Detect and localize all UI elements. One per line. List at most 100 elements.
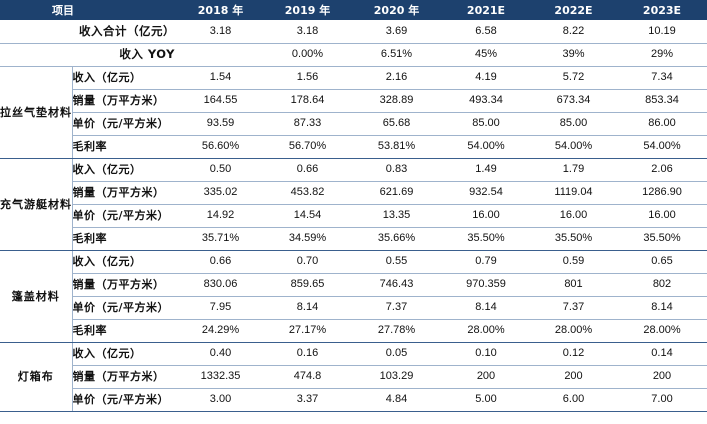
table-row: 灯箱布 收入（亿元） 0.40 0.16 0.05 0.10 0.12 0.14 xyxy=(0,342,707,412)
header-year: 2020 年 xyxy=(351,0,442,20)
cell-value: 16.00 xyxy=(442,204,530,228)
cell-value: 328.89 xyxy=(351,89,442,113)
cell-value: 474.8 xyxy=(264,365,351,389)
table-row: 销量（万平方米） 1332.35 474.8 103.29 200 200 200 xyxy=(0,365,707,389)
row-label: 收入（亿元） xyxy=(71,158,177,182)
summary-value: 8.22 xyxy=(530,20,617,44)
cell-value: 0.16 xyxy=(264,342,351,366)
cell-value: 7.34 xyxy=(617,66,707,90)
summary-value: 45% xyxy=(442,43,530,67)
summary-value: 39% xyxy=(530,43,617,67)
cell-value: 200 xyxy=(617,365,707,389)
cell-value: 14.92 xyxy=(177,204,264,228)
cell-value: 4.84 xyxy=(351,388,442,412)
summary-value: 6.58 xyxy=(442,20,530,44)
cell-value: 54.00% xyxy=(617,135,707,159)
row-label: 销量（万平方米） xyxy=(71,89,177,113)
cell-value: 53.81% xyxy=(351,135,442,159)
cell-value: 2.06 xyxy=(617,158,707,182)
row-label: 收入（亿元） xyxy=(71,250,177,274)
cell-value: 85.00 xyxy=(530,112,617,136)
cell-value: 87.33 xyxy=(264,112,351,136)
cell-value: 16.00 xyxy=(530,204,617,228)
cell-value: 0.05 xyxy=(351,342,442,366)
cell-value: 335.02 xyxy=(177,181,264,205)
cell-value: 1119.04 xyxy=(530,181,617,205)
cell-value: 27.17% xyxy=(264,319,351,343)
cell-value: 1.56 xyxy=(264,66,351,90)
summary-row: 收入 YOY 0.00% 6.51% 45% 39% 29% xyxy=(0,43,707,67)
cell-value: 801 xyxy=(530,273,617,297)
cell-value: 0.59 xyxy=(530,250,617,274)
cell-value: 28.00% xyxy=(617,319,707,343)
cell-value: 5.72 xyxy=(530,66,617,90)
cell-value: 6.00 xyxy=(530,388,617,412)
header-item: 项目 xyxy=(0,0,177,20)
cell-value: 24.29% xyxy=(177,319,264,343)
header-year: 2019 年 xyxy=(264,0,351,20)
cell-value: 0.79 xyxy=(442,250,530,274)
cell-value: 13.35 xyxy=(351,204,442,228)
table-row: 篷盖材料 收入（亿元） 0.66 0.70 0.55 0.79 0.59 0.65 xyxy=(0,250,707,343)
summary-label: 收入 YOY xyxy=(0,43,177,67)
cell-value: 14.54 xyxy=(264,204,351,228)
cell-value: 54.00% xyxy=(530,135,617,159)
cell-value: 0.40 xyxy=(177,342,264,366)
cell-value: 853.34 xyxy=(617,89,707,113)
cell-value: 0.50 xyxy=(177,158,264,182)
cell-value: 35.71% xyxy=(177,227,264,251)
table-body: 收入合计（亿元） 3.18 3.18 3.69 6.58 8.22 10.19 收入 YOY 0… xyxy=(0,20,707,412)
cell-value: 1286.90 xyxy=(617,181,707,205)
cell-value: 0.65 xyxy=(617,250,707,274)
table-row: 充气游艇材料 收入（亿元） 0.50 0.66 0.83 1.49 1.79 2.06 xyxy=(0,158,707,251)
cell-value: 970.359 xyxy=(442,273,530,297)
summary-value: 3.18 xyxy=(177,20,264,44)
table-row: 毛利率 24.29% 27.17% 27.78% 28.00% 28.00% 28.00% xyxy=(0,319,707,343)
summary-value: 6.51% xyxy=(351,43,442,67)
cell-value: 85.00 xyxy=(442,112,530,136)
group-name: 篷盖材料 xyxy=(0,250,72,343)
summary-row: 收入合计（亿元） 3.18 3.18 3.69 6.58 8.22 10.19 xyxy=(0,20,707,44)
table-row: 单价（元/平方米） 3.00 3.37 4.84 5.00 6.00 7.00 xyxy=(0,388,707,412)
summary-value xyxy=(177,43,264,67)
cell-value: 932.54 xyxy=(442,181,530,205)
cell-value: 802 xyxy=(617,273,707,297)
cell-value: 2.16 xyxy=(351,66,442,90)
table-row: 毛利率 56.60% 56.70% 53.81% 54.00% 54.00% 54.00% xyxy=(0,135,707,159)
table-row: 拉丝气垫材料 收入（亿元） 1.54 1.56 2.16 4.19 5.72 7.34 xyxy=(0,66,707,159)
header-row: 项目 2018 年 2019 年 2020 年 2021E 2022E 2023… xyxy=(0,0,707,20)
cell-value: 493.34 xyxy=(442,89,530,113)
row-label: 单价（元/平方米） xyxy=(71,204,177,228)
header-year: 2022E xyxy=(530,0,617,20)
cell-value: 7.37 xyxy=(530,296,617,320)
cell-value: 200 xyxy=(442,365,530,389)
row-label: 收入（亿元） xyxy=(71,342,177,366)
table-row: 单价（元/平方米） 14.92 14.54 13.35 16.00 16.00 16.00 xyxy=(0,204,707,228)
row-label: 单价（元/平方米） xyxy=(71,388,177,412)
cell-value: 86.00 xyxy=(617,112,707,136)
row-label: 销量（万平方米） xyxy=(71,273,177,297)
table-row: 单价（元/平方米） 7.95 8.14 7.37 8.14 7.37 8.14 xyxy=(0,296,707,320)
cell-value: 35.66% xyxy=(351,227,442,251)
cell-value: 0.66 xyxy=(177,250,264,274)
row-label: 毛利率 xyxy=(71,319,177,343)
cell-value: 7.37 xyxy=(351,296,442,320)
cell-value: 3.37 xyxy=(264,388,351,412)
cell-value: 65.68 xyxy=(351,112,442,136)
row-label: 销量（万平方米） xyxy=(71,181,177,205)
cell-value: 34.59% xyxy=(264,227,351,251)
summary-label: 收入合计（亿元） xyxy=(0,20,177,44)
financial-table: 项目 2018 年 2019 年 2020 年 2021E 2022E 2023… xyxy=(0,0,707,412)
summary-value: 3.69 xyxy=(351,20,442,44)
cell-value: 16.00 xyxy=(617,204,707,228)
cell-value: 5.00 xyxy=(442,388,530,412)
header-year: 2018 年 xyxy=(177,0,264,20)
cell-value: 3.00 xyxy=(177,388,264,412)
header-year: 2023E xyxy=(617,0,707,20)
cell-value: 1.49 xyxy=(442,158,530,182)
row-label: 销量（万平方米） xyxy=(71,365,177,389)
cell-value: 8.14 xyxy=(442,296,530,320)
summary-value: 0.00% xyxy=(264,43,351,67)
summary-value: 29% xyxy=(617,43,707,67)
table-row: 毛利率 35.71% 34.59% 35.66% 35.50% 35.50% 35.50% xyxy=(0,227,707,251)
